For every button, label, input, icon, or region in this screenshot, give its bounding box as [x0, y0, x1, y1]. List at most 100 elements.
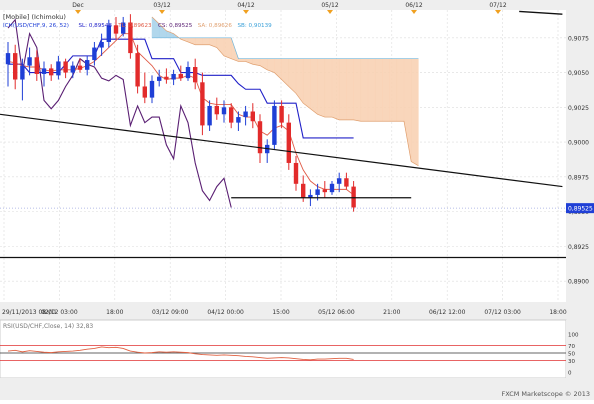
price-tick-label: 0,9000 — [568, 140, 589, 147]
legend-entry: SA: 0,89626 — [198, 23, 233, 29]
time-tick-label: 21:00 — [383, 309, 400, 316]
candle-bull — [41, 68, 47, 74]
candle-bear — [279, 105, 284, 123]
rsi-tick-label: 0 — [568, 371, 572, 377]
candle-bear — [142, 86, 147, 98]
last-price-tag-bg — [566, 203, 594, 214]
main-plot-area[interactable] — [0, 10, 566, 302]
candle-bear — [200, 82, 205, 126]
rsi-series-line — [7, 346, 354, 361]
candle-bull — [92, 47, 97, 61]
candle-bull — [27, 57, 32, 66]
cloud-segment — [223, 37, 232, 60]
candle-bear — [229, 107, 234, 123]
candle-bear — [344, 178, 349, 187]
time-tick-label: 04/12 00:00 — [207, 309, 244, 316]
legend: [Mobile] (Ichimoku) ICH(USD/CHF,9, 26, 5… — [3, 13, 272, 29]
candle-bear — [293, 162, 299, 184]
time-tick-label: 15:00 — [272, 309, 289, 316]
cloud-segment — [374, 58, 383, 122]
candle-bull — [207, 105, 212, 126]
candle-bull — [56, 61, 61, 76]
time-tick-label: 18:00 — [549, 309, 566, 316]
time-tick-label: 06/12 12:00 — [429, 309, 466, 316]
candle-bear — [351, 186, 356, 208]
candle-bear — [250, 111, 255, 122]
session-marker — [243, 10, 249, 14]
rsi-tick-label: 100 — [568, 333, 579, 339]
session-marker — [75, 10, 81, 14]
candle-bull — [106, 25, 111, 42]
time-tick-label: 05/12 06:00 — [318, 309, 355, 316]
candle-bear — [113, 25, 119, 34]
top-axis-bar — [0, 0, 594, 10]
price-tick-label: 0,8900 — [568, 279, 589, 286]
candle-bull — [85, 60, 90, 70]
session-marker — [327, 10, 333, 14]
main-panel[interactable]: Dec 03/12 04/12 05/12 06/12 07/12 [Mobile] (I… — [0, 0, 594, 302]
cloud-segment — [346, 58, 354, 121]
session-marker — [495, 10, 501, 14]
candle-bull — [121, 22, 126, 34]
rsi-tick-label: 30 — [568, 359, 575, 365]
candle-bull — [329, 183, 335, 193]
candle-bear — [257, 121, 263, 154]
candle-bull — [20, 65, 25, 80]
price-tick-label: 0,9075 — [568, 35, 589, 42]
legend-entry: SL: 0,89548 — [79, 23, 113, 29]
cloud-segment — [389, 58, 398, 122]
candles — [5, 14, 356, 212]
cloud-segment — [302, 58, 311, 110]
drawn-lines[interactable] — [0, 10, 566, 259]
candle-bull — [272, 105, 277, 145]
rsi-levels — [0, 345, 566, 361]
candle-bear — [286, 122, 291, 163]
cloud-segment — [396, 58, 405, 122]
legend-entry: ICH(USD/CHF,9, 26, 52) — [3, 23, 69, 29]
cloud-segment — [324, 58, 333, 118]
candle-bull — [308, 194, 313, 198]
candle-bear — [49, 68, 54, 76]
candle-bear — [77, 65, 83, 70]
rsi-tick-label: 70 — [568, 344, 575, 350]
candle-bull — [171, 73, 176, 80]
candle-bear — [128, 22, 133, 54]
cloud-segment — [353, 58, 362, 122]
senkou-a-line — [151, 16, 419, 167]
candle-bear — [322, 189, 327, 193]
cloud-segment — [367, 58, 376, 122]
time-tick-label: 18:00 — [106, 309, 123, 316]
candle-bear — [178, 73, 183, 79]
top-axis-label: 03/12 — [153, 2, 170, 9]
chikou-span-line — [7, 18, 232, 208]
candle-bull — [185, 67, 191, 79]
time-tick-label: 03/12 09:00 — [152, 309, 189, 316]
cloud-segment — [410, 58, 419, 167]
rsi-tick-label: 50 — [568, 352, 575, 358]
price-axis[interactable]: 0,90750,90500,90250,90000,89750,89500,89… — [566, 10, 594, 302]
candle-bull — [221, 107, 227, 115]
legend-entry: TL: 0,89623 — [117, 23, 152, 29]
cloud-segment — [338, 58, 347, 121]
candle-bear — [164, 76, 169, 80]
candle-bull — [243, 111, 248, 118]
candle-bull — [157, 76, 162, 81]
rsi-title: RSI(USD/CHF,Close, 14) 32,83 — [3, 323, 93, 330]
time-tick-label: 29/11/2013 08:00 — [2, 309, 56, 316]
candle-bull — [315, 189, 320, 195]
candle-bull — [149, 80, 155, 98]
ichimoku-cloud — [151, 16, 419, 167]
cloud-segment — [317, 58, 326, 118]
cloud-segment — [194, 37, 203, 46]
top-axis-label: 07/12 — [489, 2, 506, 9]
candle-bear — [63, 61, 68, 73]
top-right-line — [519, 10, 563, 15]
candle-bear — [34, 57, 39, 74]
chart-title: [Mobile] (Ichimoku) — [3, 13, 66, 21]
cloud-segment — [382, 58, 390, 122]
